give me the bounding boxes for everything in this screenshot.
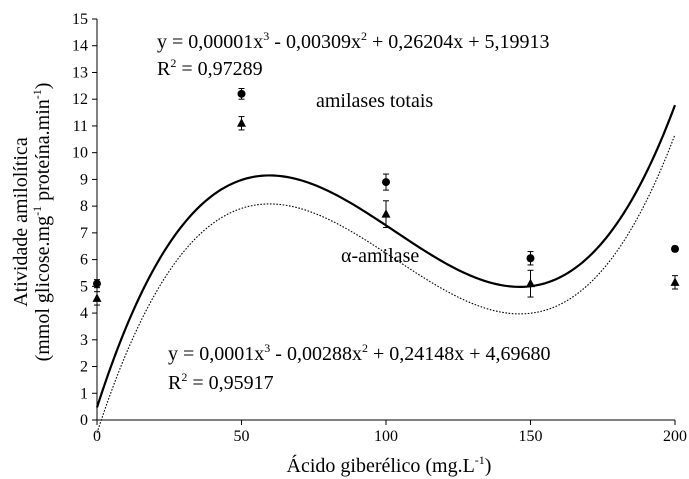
y-tick-label: 12	[72, 91, 88, 108]
data-point-alfa-amilase	[381, 209, 391, 218]
r2-amilases-totais: R2 = 0,97289	[157, 56, 263, 80]
y-tick-label: 8	[80, 198, 88, 215]
y-tick-label: 0	[80, 412, 88, 429]
equation-amilases-totais: y = 0,00001x3 - 0,00309x2 + 0,26204x + 5…	[157, 29, 550, 53]
x-tick-label: 150	[519, 428, 543, 445]
data-point-alfa-amilase	[237, 118, 246, 127]
series-label-amilases-totais: amilases totais	[316, 90, 433, 112]
y-tick-label: 3	[80, 332, 88, 349]
x-axis-title: Ácido giberélico (mg.L-1)	[287, 453, 492, 477]
series-label-alfa-amilase: α-amilase	[341, 245, 419, 267]
data-point-amilases-totais	[382, 178, 390, 187]
y-tick-label: 10	[72, 145, 88, 162]
data-point-alfa-amilase	[526, 278, 535, 288]
x-tick-label: 0	[93, 428, 101, 445]
x-tick-label: 200	[663, 428, 687, 445]
data-point-alfa-amilase	[670, 277, 680, 286]
y-tick-label: 4	[80, 305, 88, 322]
y-tick-label: 13	[72, 64, 88, 81]
data-points	[92, 88, 680, 306]
y-tick-label: 9	[80, 171, 88, 188]
x-tick-label: 50	[234, 428, 250, 445]
r2-alfa-amilase: R2 = 0,95917	[168, 370, 274, 394]
data-point-alfa-amilase	[92, 293, 102, 302]
y-tick-label: 11	[73, 118, 88, 135]
y-tick-label: 1	[80, 385, 88, 402]
data-point-amilases-totais	[237, 89, 246, 98]
y-tick-label: 2	[80, 359, 88, 376]
y-tick-label: 14	[72, 38, 88, 55]
x-tick-label: 100	[374, 428, 398, 445]
axes	[92, 18, 676, 425]
y-tick-label: 5	[80, 278, 88, 295]
fit-curve-alfa-amilase	[96, 134, 676, 434]
y-tick-label: 15	[72, 11, 88, 28]
x-tick-labels: 0 50 100 150 200	[93, 428, 687, 445]
data-point-amilases-totais	[671, 244, 679, 253]
y-axis-title-line1: Atividade amilolítica	[10, 137, 32, 307]
data-point-amilases-totais	[93, 279, 101, 288]
y-tick-label: 6	[80, 252, 88, 269]
data-point-amilases-totais	[526, 254, 535, 263]
y-tick-label: 7	[80, 225, 88, 242]
y-axis-title-line2: (mmol glicose.mg-1 proteína.min-1)	[30, 83, 54, 362]
equation-alfa-amilase: y = 0,0001x3 - 0,00288x2 + 0,24148x + 4,…	[168, 341, 551, 365]
